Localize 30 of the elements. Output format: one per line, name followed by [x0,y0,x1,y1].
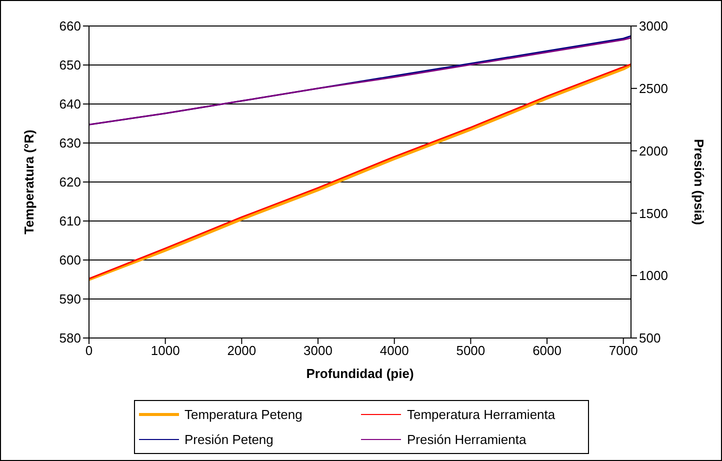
y-tick-label: 580 [59,330,81,346]
x-tick-label: 4000 [380,343,409,358]
y-tick-label: 630 [59,136,81,151]
x-tick-label: 0 [85,343,93,358]
y2-axis-title: Presión (psia) [691,139,706,225]
y-tick-label: 650 [59,58,81,73]
legend-label: Presión Herramienta [407,432,526,447]
y-tick-label: 640 [59,96,81,112]
y-tick-label: 590 [59,292,81,307]
x-tick-label: 2000 [227,343,256,358]
y2-tick-label: 1500 [639,206,668,221]
x-tick-label: 5000 [456,343,486,358]
x-tick-label: 1000 [150,343,180,358]
y-tick-label: 620 [59,174,81,190]
x-tick-label: 6000 [532,343,562,358]
legend-label: Temperatura Peteng [184,407,302,422]
y-tick-label: 660 [59,18,81,34]
y2-tick-label: 2000 [639,143,668,158]
x-tick-label: 7000 [608,343,638,358]
legend-label: Presión Peteng [184,432,274,447]
y-tick-label: 610 [59,214,81,229]
y2-tick-label: 1000 [639,268,668,284]
x-tick-label: 3000 [304,343,332,358]
y2-tick-label: 3000 [639,18,668,34]
y2-tick-label: 2500 [639,81,668,96]
legend-label: Temperatura Herramienta [407,407,556,422]
y-tick-label: 600 [59,252,81,268]
x-axis-title: Profundidad (pie) [306,366,414,381]
y-axis-title: Temperatura (°R) [22,130,37,234]
y2-tick-label: 500 [639,330,661,346]
